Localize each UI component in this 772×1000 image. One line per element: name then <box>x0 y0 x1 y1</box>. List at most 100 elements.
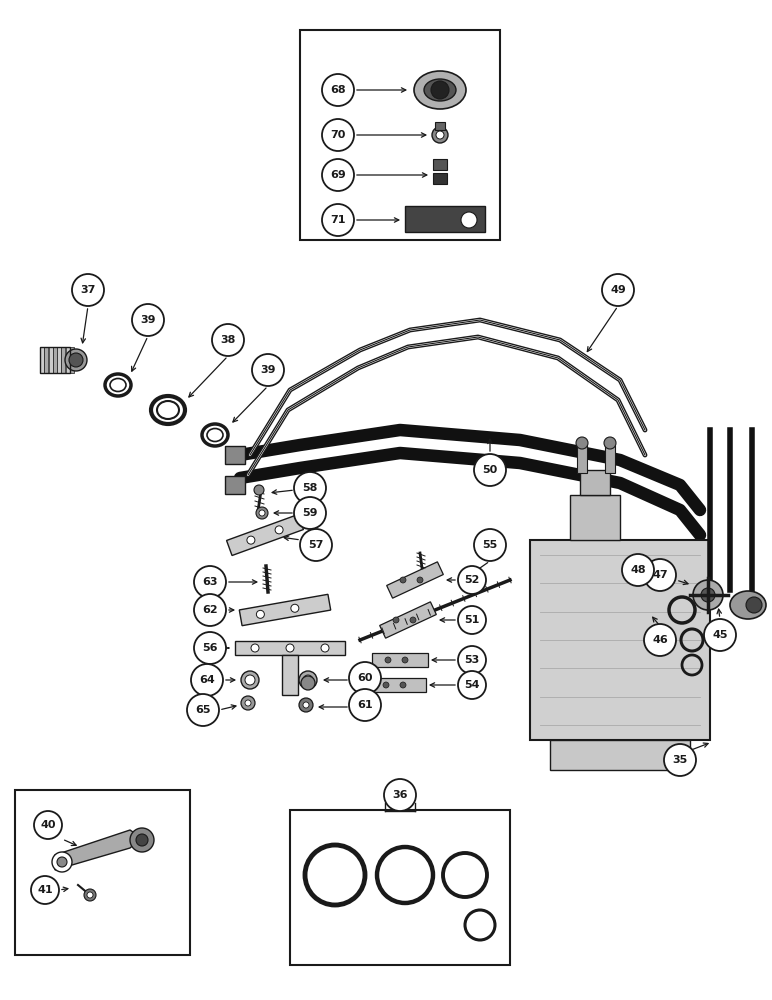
Circle shape <box>322 204 354 236</box>
Text: 61: 61 <box>357 700 373 710</box>
Text: 70: 70 <box>330 130 346 140</box>
Text: 60: 60 <box>357 673 373 683</box>
Bar <box>405 206 485 232</box>
Bar <box>225 476 245 494</box>
Circle shape <box>130 828 154 852</box>
Circle shape <box>132 304 164 336</box>
Text: 57: 57 <box>308 540 323 550</box>
Text: 55: 55 <box>482 540 498 550</box>
Bar <box>235 641 345 655</box>
Ellipse shape <box>414 71 466 109</box>
Circle shape <box>746 597 762 613</box>
Bar <box>577 445 587 473</box>
Circle shape <box>256 610 264 618</box>
Text: 50: 50 <box>482 465 498 475</box>
Circle shape <box>644 624 676 656</box>
Circle shape <box>84 889 96 901</box>
Circle shape <box>241 696 255 710</box>
Bar <box>433 159 447 170</box>
Circle shape <box>256 507 268 519</box>
Circle shape <box>254 485 264 495</box>
Text: 63: 63 <box>202 577 218 587</box>
Circle shape <box>384 779 416 811</box>
Bar <box>580 470 610 495</box>
Circle shape <box>622 554 654 586</box>
Circle shape <box>385 657 391 663</box>
Text: 56: 56 <box>202 643 218 653</box>
Ellipse shape <box>730 591 766 619</box>
Circle shape <box>303 702 309 708</box>
Circle shape <box>704 619 736 651</box>
Circle shape <box>87 892 93 898</box>
Circle shape <box>322 159 354 191</box>
Text: 45: 45 <box>713 630 728 640</box>
Bar <box>70 347 74 373</box>
Polygon shape <box>239 594 330 626</box>
Bar <box>530 540 710 740</box>
Circle shape <box>187 694 219 726</box>
Polygon shape <box>380 602 436 638</box>
Bar <box>49 347 52 373</box>
Circle shape <box>301 676 315 690</box>
Text: 52: 52 <box>464 575 479 585</box>
Circle shape <box>69 353 83 367</box>
Text: 69: 69 <box>330 170 346 180</box>
Bar <box>66 347 69 373</box>
Circle shape <box>322 119 354 151</box>
Circle shape <box>291 604 299 612</box>
Circle shape <box>194 594 226 626</box>
Bar <box>52 347 57 373</box>
Circle shape <box>259 510 265 516</box>
Circle shape <box>474 529 506 561</box>
Circle shape <box>245 700 251 706</box>
Bar <box>282 655 298 695</box>
Circle shape <box>602 274 634 306</box>
Polygon shape <box>387 562 443 598</box>
Circle shape <box>136 834 148 846</box>
Text: 39: 39 <box>260 365 276 375</box>
Circle shape <box>393 617 399 623</box>
Circle shape <box>34 811 62 839</box>
Circle shape <box>191 664 223 696</box>
Text: 37: 37 <box>80 285 96 295</box>
Circle shape <box>474 454 506 486</box>
Bar <box>44 347 49 373</box>
Bar <box>57 347 61 373</box>
Circle shape <box>458 606 486 634</box>
Ellipse shape <box>424 79 456 101</box>
Bar <box>300 30 500 240</box>
Text: 35: 35 <box>672 755 688 765</box>
Circle shape <box>299 698 313 712</box>
Text: 36: 36 <box>392 790 408 800</box>
Text: 65: 65 <box>195 705 211 715</box>
Bar <box>435 122 445 130</box>
Text: 68: 68 <box>330 85 346 95</box>
Circle shape <box>400 682 406 688</box>
Circle shape <box>400 577 406 583</box>
Circle shape <box>458 566 486 594</box>
Bar <box>62 347 66 373</box>
Circle shape <box>31 876 59 904</box>
Bar <box>225 446 245 464</box>
Circle shape <box>247 536 255 544</box>
Circle shape <box>349 662 381 694</box>
Text: 46: 46 <box>652 635 668 645</box>
Circle shape <box>432 127 448 143</box>
Text: 53: 53 <box>465 655 479 665</box>
Text: 71: 71 <box>330 215 346 225</box>
Ellipse shape <box>65 349 87 371</box>
Polygon shape <box>370 678 426 692</box>
Text: 59: 59 <box>303 508 318 518</box>
Circle shape <box>461 212 477 228</box>
Circle shape <box>299 671 317 689</box>
Text: 41: 41 <box>37 885 52 895</box>
Text: 48: 48 <box>630 565 646 575</box>
Polygon shape <box>226 514 303 556</box>
Bar <box>570 495 620 540</box>
Circle shape <box>322 74 354 106</box>
Polygon shape <box>372 653 428 667</box>
Circle shape <box>402 657 408 663</box>
Circle shape <box>52 852 72 872</box>
Circle shape <box>417 577 423 583</box>
Circle shape <box>604 437 616 449</box>
